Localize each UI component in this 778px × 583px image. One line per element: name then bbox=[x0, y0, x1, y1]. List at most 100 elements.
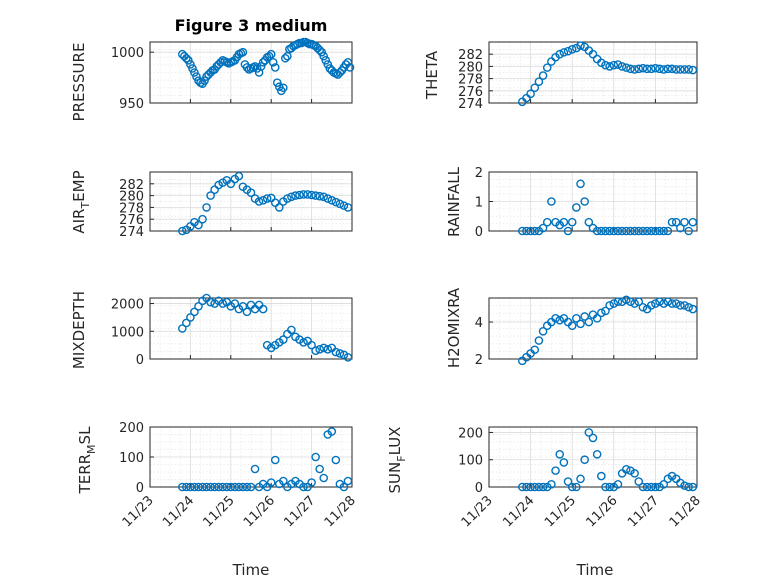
data-point bbox=[551, 466, 560, 475]
data-point bbox=[567, 482, 577, 492]
data-point bbox=[601, 226, 610, 236]
data-point bbox=[182, 482, 191, 492]
data-point bbox=[659, 226, 669, 236]
ylabel-terr-msl: TERRMSL bbox=[76, 426, 98, 495]
y-tick-label: 0 bbox=[136, 481, 144, 496]
data-point bbox=[291, 191, 300, 200]
data-point bbox=[234, 482, 244, 492]
data-point bbox=[559, 48, 569, 57]
data-point bbox=[613, 479, 623, 489]
data-point bbox=[555, 315, 565, 325]
ylabel-terr-msl-main: TERR bbox=[76, 454, 94, 495]
data-point bbox=[230, 299, 240, 308]
data-point bbox=[626, 64, 635, 74]
data-point bbox=[671, 65, 681, 74]
data-point bbox=[663, 297, 673, 306]
data-point bbox=[642, 482, 652, 492]
data-point bbox=[663, 64, 673, 74]
data-point bbox=[299, 338, 308, 347]
y-tick-label: 2000 bbox=[111, 298, 144, 313]
data-point bbox=[584, 217, 594, 227]
data-point bbox=[323, 60, 333, 69]
data-point bbox=[331, 455, 341, 465]
data-point bbox=[218, 299, 228, 308]
data-point bbox=[242, 307, 252, 317]
y-tick-label: 950 bbox=[119, 97, 144, 112]
data-point bbox=[642, 64, 652, 74]
y-tick-label: 1000 bbox=[111, 325, 144, 340]
data-point bbox=[667, 64, 677, 74]
data-point bbox=[542, 217, 552, 227]
ylabel-theta: THETA bbox=[423, 50, 441, 100]
data-point bbox=[659, 65, 669, 74]
data-point bbox=[252, 64, 262, 73]
data-point bbox=[634, 477, 644, 486]
ylabel-air-temp-main: AIR bbox=[70, 209, 88, 234]
data-point bbox=[680, 481, 689, 490]
data-point bbox=[317, 47, 327, 57]
ylabel-sun-flux-main: SUN bbox=[386, 462, 404, 494]
data-point bbox=[538, 482, 548, 492]
ylabel-terr-msl-rest: SL bbox=[76, 426, 94, 445]
data-point bbox=[319, 192, 329, 202]
data-point bbox=[182, 318, 191, 328]
data-point bbox=[663, 226, 673, 236]
data-point bbox=[295, 190, 304, 200]
data-point bbox=[258, 58, 268, 67]
data-point bbox=[234, 171, 244, 181]
data-point bbox=[522, 226, 531, 236]
data-point bbox=[242, 482, 252, 492]
data-point bbox=[584, 428, 594, 437]
data-point bbox=[246, 188, 256, 197]
data-point bbox=[307, 190, 316, 200]
ylabel-sun-flux: SUNFLUX bbox=[386, 427, 408, 494]
panel-1: 950 1000 bbox=[111, 37, 355, 112]
data-point bbox=[339, 201, 349, 210]
y-tick-label: 278 bbox=[119, 201, 144, 216]
ylabel-air-temp: AIRTEMP bbox=[70, 170, 92, 233]
data-point bbox=[634, 64, 644, 74]
data-point bbox=[272, 78, 282, 87]
data-point bbox=[605, 62, 614, 71]
ylabel-sun-flux-rest: LUX bbox=[386, 427, 404, 456]
data-point bbox=[580, 312, 589, 321]
data-point bbox=[630, 65, 639, 74]
data-point bbox=[626, 297, 635, 306]
data-point bbox=[580, 197, 589, 206]
data-point bbox=[526, 89, 535, 99]
data-point bbox=[339, 482, 349, 492]
data-point bbox=[559, 217, 569, 227]
data-point bbox=[526, 226, 535, 236]
data-point bbox=[621, 464, 631, 474]
y-tick-label: 276 bbox=[458, 85, 483, 100]
data-point bbox=[601, 482, 610, 492]
data-point bbox=[676, 223, 685, 233]
data-point bbox=[572, 314, 581, 323]
data-point bbox=[605, 226, 614, 236]
data-point bbox=[266, 478, 276, 487]
data-point bbox=[592, 314, 602, 323]
y-tick-label: 274 bbox=[119, 225, 144, 240]
data-point bbox=[621, 226, 631, 236]
data-point bbox=[343, 353, 353, 362]
data-point bbox=[655, 226, 664, 236]
data-point bbox=[268, 58, 278, 67]
data-point bbox=[597, 471, 606, 481]
data-point bbox=[688, 304, 698, 314]
data-point bbox=[559, 458, 569, 467]
data-point bbox=[258, 196, 268, 205]
data-point bbox=[178, 226, 187, 236]
ylabel-h2omixra: H2OMIXRA bbox=[445, 287, 463, 368]
data-point bbox=[592, 226, 602, 236]
plot-area bbox=[488, 297, 698, 360]
data-point bbox=[651, 299, 660, 308]
data-point bbox=[319, 51, 329, 61]
data-point bbox=[638, 482, 648, 492]
data-point bbox=[621, 63, 631, 72]
data-point bbox=[210, 482, 219, 492]
data-point bbox=[214, 482, 223, 492]
data-point bbox=[307, 340, 316, 350]
data-point bbox=[567, 321, 577, 331]
ylabel-sun-flux-sub: F bbox=[395, 455, 408, 461]
data-point bbox=[576, 474, 585, 484]
